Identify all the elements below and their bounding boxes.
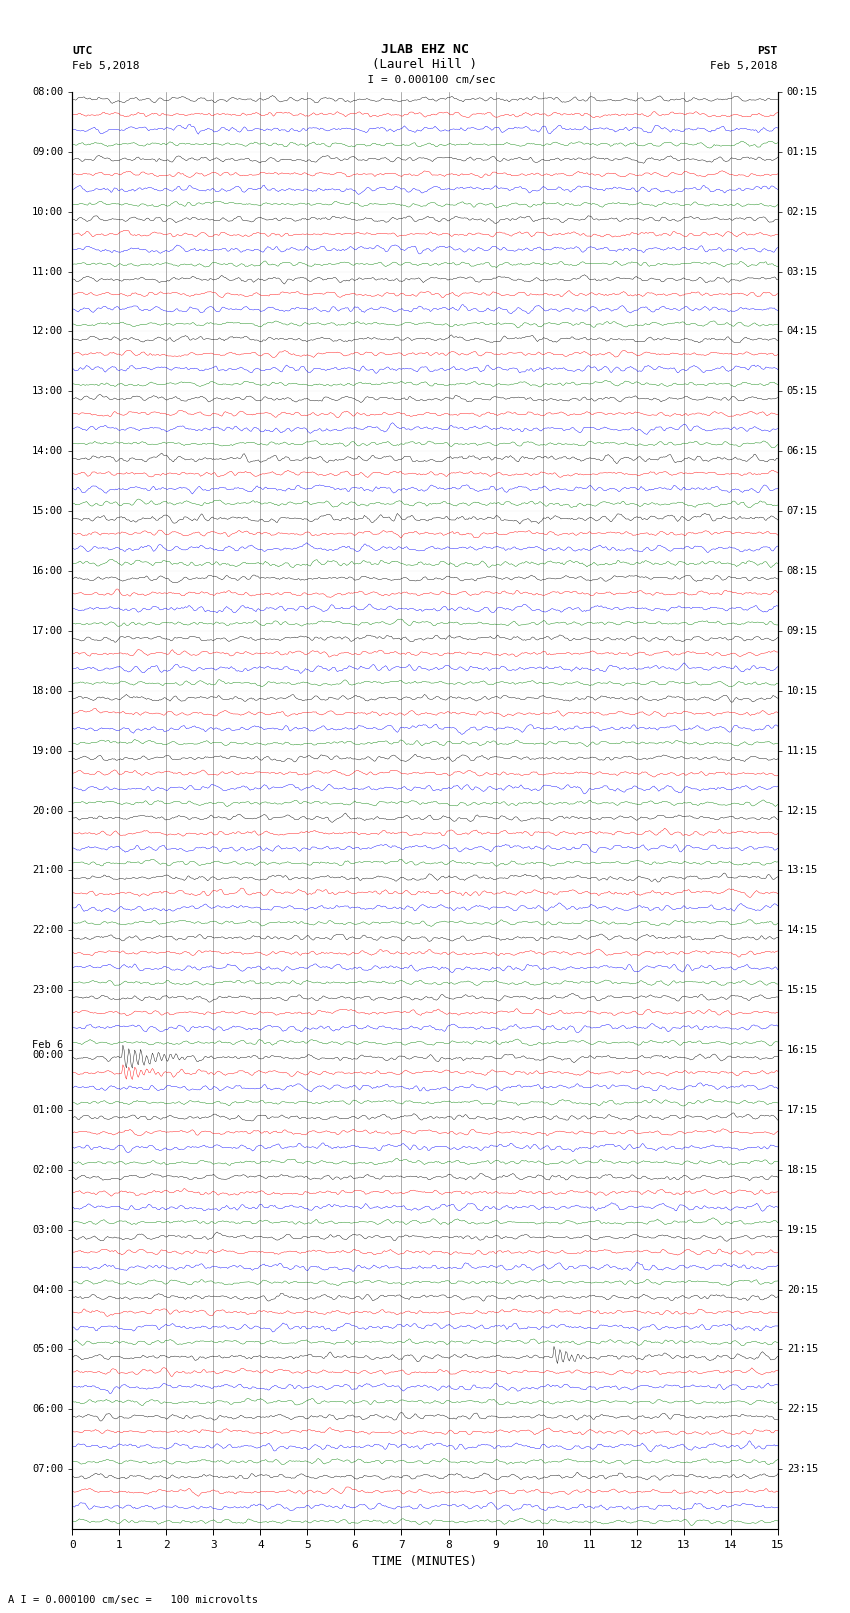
Text: Feb 5,2018: Feb 5,2018	[711, 61, 778, 71]
Text: Feb 5,2018: Feb 5,2018	[72, 61, 139, 71]
Text: (Laurel Hill ): (Laurel Hill )	[372, 58, 478, 71]
Text: UTC: UTC	[72, 47, 93, 56]
Text: JLAB EHZ NC: JLAB EHZ NC	[381, 44, 469, 56]
Text: A I = 0.000100 cm/sec =   100 microvolts: A I = 0.000100 cm/sec = 100 microvolts	[8, 1595, 258, 1605]
Text: I = 0.000100 cm/sec: I = 0.000100 cm/sec	[354, 76, 496, 85]
Text: PST: PST	[757, 47, 778, 56]
X-axis label: TIME (MINUTES): TIME (MINUTES)	[372, 1555, 478, 1568]
